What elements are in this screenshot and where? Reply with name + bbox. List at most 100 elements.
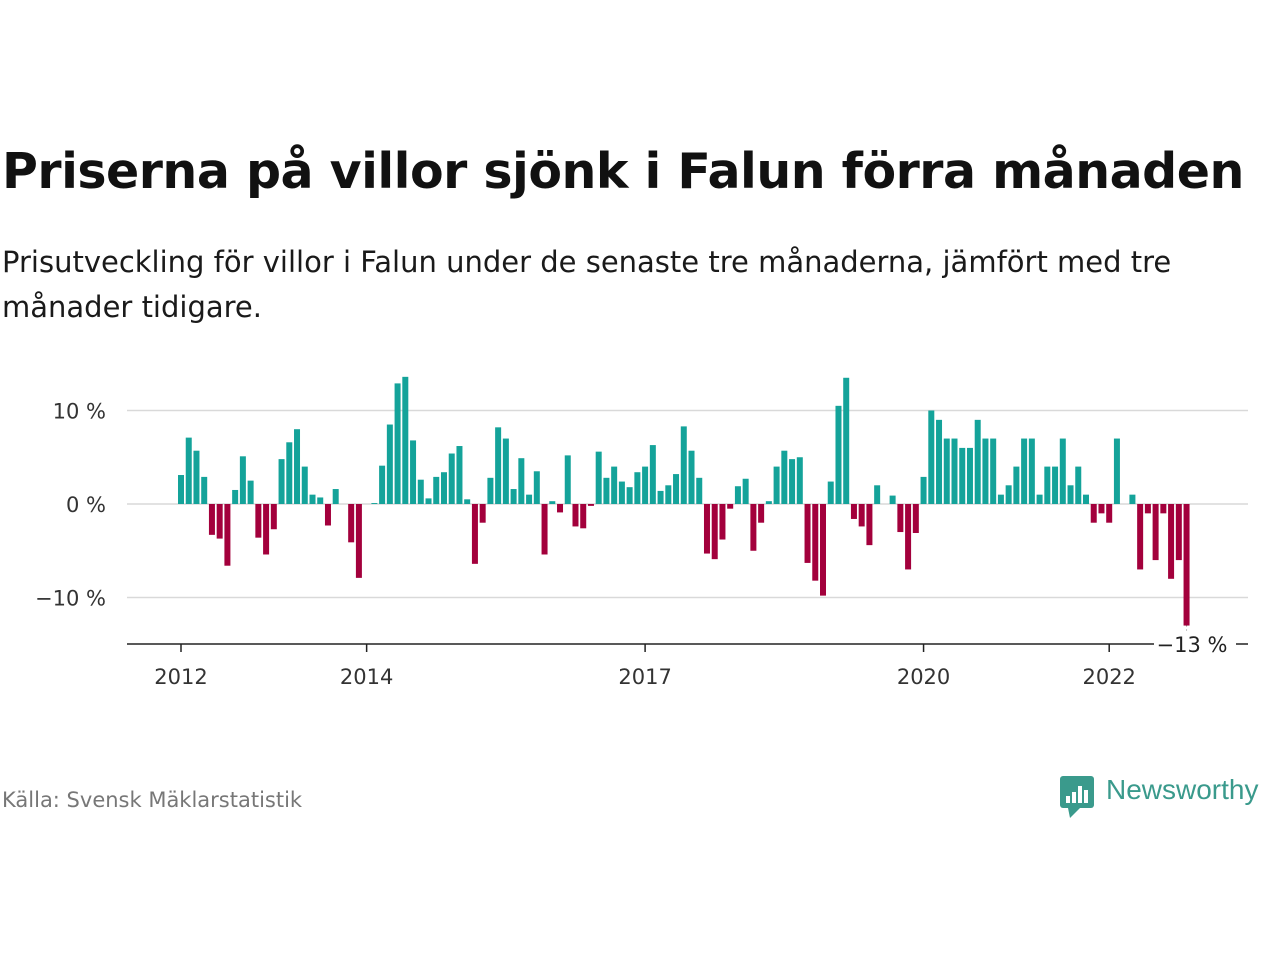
bar [580,504,587,529]
bar [626,487,633,504]
bar [727,504,734,509]
bar [1059,438,1066,504]
bar [997,494,1004,504]
bar [263,504,270,555]
bar [649,445,656,504]
bar [835,405,842,504]
end-value-label: −13 % [1157,633,1228,657]
brand-name: Newsworthy [1106,774,1259,805]
bar [688,450,695,504]
bar [286,442,293,504]
bar [611,466,618,504]
bar [348,504,355,543]
bar [618,481,625,504]
bar [781,450,788,504]
bar [425,498,432,504]
bar [1090,504,1097,523]
bar [812,504,819,581]
bar [796,457,803,504]
bar [789,459,796,504]
end-label-background [1154,632,1236,658]
bar [1183,504,1190,626]
newsworthy-logo-icon [1060,776,1094,818]
x-tick-label: 2022 [1082,665,1135,689]
bar [1113,438,1120,504]
bar [920,476,927,504]
bar [820,504,826,596]
brand-logo: Newsworthy [1058,772,1278,820]
bar [495,427,502,504]
bar [850,504,857,519]
bar [355,504,362,578]
bar [1052,466,1059,504]
x-tick-label: 2012 [154,665,207,689]
bar [719,504,726,540]
x-tick-label: 2017 [618,665,671,689]
y-tick-label: 0 % [66,493,106,517]
bar [603,477,610,504]
bar [1152,504,1159,561]
bar [417,479,424,504]
bar [889,495,896,504]
bar [193,450,200,504]
bar [541,504,548,555]
bar [711,504,718,560]
bar [208,504,215,535]
bar [928,410,935,504]
bar [1044,466,1051,504]
bar [1129,494,1136,504]
bar [843,377,850,504]
axis-labels: 10 % 0 % −10 % 2012 2014 2017 2020 2022 −13 % [35,400,1236,689]
bars [178,376,1190,626]
bar [595,451,602,504]
bar [936,419,943,504]
bar [440,472,447,504]
bar [502,438,509,504]
bar [1075,466,1082,504]
bar [703,504,710,554]
bar [239,456,246,504]
bar [1021,438,1028,504]
bar [224,504,231,566]
bar [866,504,873,546]
bar [301,466,308,504]
bar [479,504,486,523]
bar [974,419,981,504]
bar [1160,504,1167,514]
bar [185,437,192,504]
bar [750,504,757,551]
bar [1175,504,1182,561]
bar [959,447,966,504]
bar [510,489,517,504]
bar [487,477,494,504]
bar [804,504,811,563]
bar [255,504,262,538]
bar [247,480,254,505]
bar [456,446,463,504]
bar [742,478,749,504]
bar [232,489,239,504]
bar [464,499,471,504]
bar [433,476,440,504]
bar [1082,494,1089,504]
bar [402,376,409,504]
bar [982,438,989,504]
bar [1005,485,1012,504]
bar [471,504,478,564]
bar [827,481,834,504]
chart-subtitle: Prisutveckling för villor i Falun under … [2,245,1172,324]
bar [201,476,208,504]
x-axis [127,643,1248,652]
source-note: Källa: Svensk Mäklarstatistik [2,788,303,812]
bar [966,447,973,504]
bar [526,494,533,504]
bar [386,424,393,504]
bar [549,501,556,504]
bar [1106,504,1113,523]
bar [270,504,277,530]
x-tick-label: 2014 [340,665,393,689]
bar [696,477,703,504]
bar [317,497,324,504]
bar [518,458,525,504]
bar [533,471,540,504]
